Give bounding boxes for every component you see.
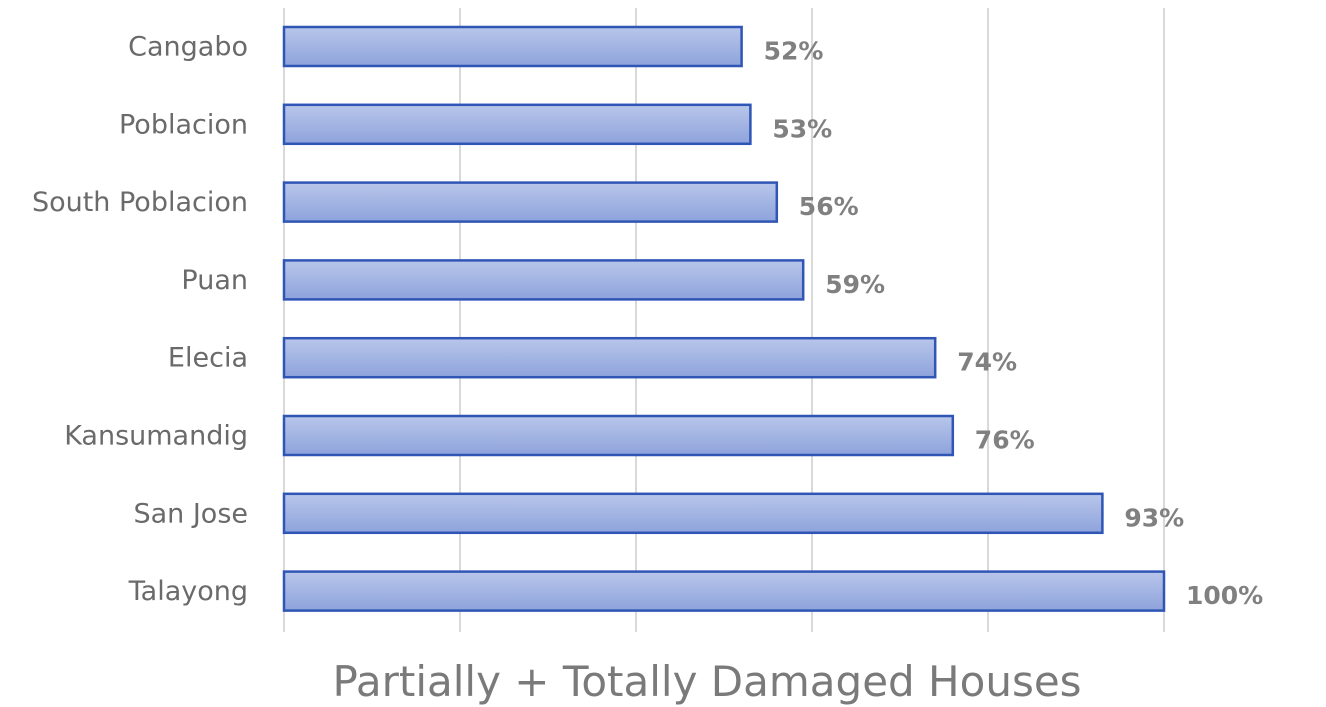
data-label: 93% [1124, 503, 1184, 532]
category-label: Kansumandig [64, 421, 248, 452]
gridlines [283, 8, 1165, 632]
category-label: San Jose [133, 498, 248, 529]
category-label: Puan [181, 265, 248, 296]
bar [282, 492, 1104, 535]
data-label: 59% [825, 270, 885, 299]
x-axis-title: Partially + Totally Damaged Houses [332, 657, 1081, 706]
value-labels: 52% 53% 56% 59% 74% 76% 93% 100% [764, 37, 1264, 611]
bar [282, 414, 955, 457]
data-label: 56% [799, 192, 859, 221]
category-label: South Poblacion [32, 187, 248, 218]
data-label: 53% [772, 114, 832, 143]
category-labels: Cangabo Poblacion South Poblacion Puan Eleci… [32, 32, 248, 608]
category-label: Poblacion [119, 109, 248, 140]
bar [282, 570, 1166, 612]
category-label: Talayong [128, 576, 248, 607]
bar [282, 259, 805, 301]
category-label: Elecia [168, 343, 248, 374]
bar [282, 181, 779, 223]
data-label: 100% [1186, 581, 1263, 610]
bar [282, 103, 752, 146]
data-label: 74% [957, 348, 1017, 377]
bar [282, 25, 743, 68]
data-label: 76% [975, 426, 1035, 455]
bar [282, 336, 937, 379]
bars [282, 25, 1166, 612]
category-label: Cangabo [128, 32, 248, 63]
data-label: 52% [764, 37, 824, 66]
